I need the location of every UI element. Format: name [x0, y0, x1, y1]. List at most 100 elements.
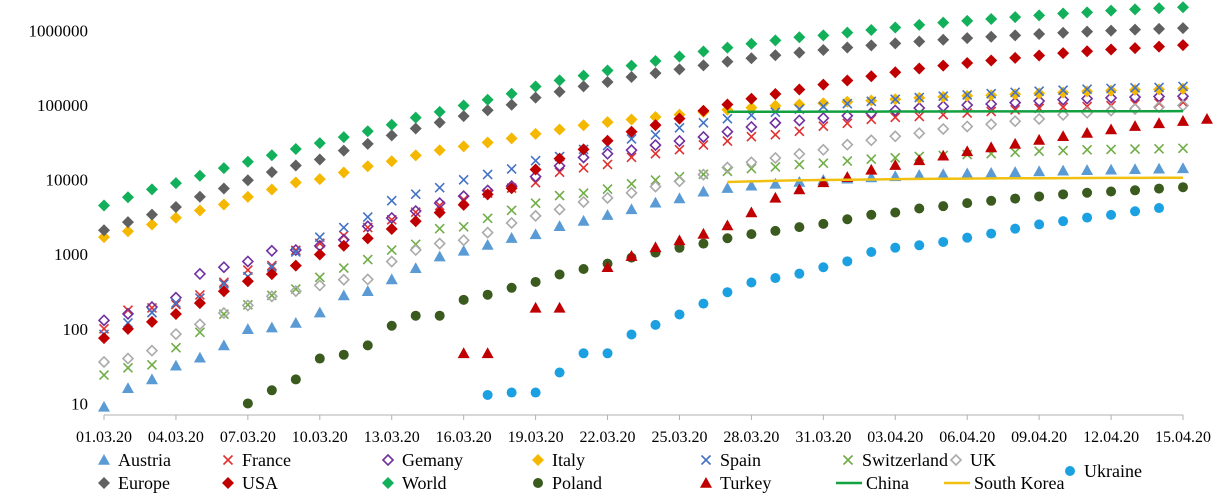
data-point-usa	[481, 188, 494, 201]
data-point-poland	[842, 214, 853, 225]
data-point-austria	[481, 239, 494, 250]
series-poland	[242, 182, 1188, 409]
data-point-europe	[433, 116, 446, 129]
data-point-spain-stroke-b	[962, 89, 973, 100]
series-world	[98, 1, 1189, 212]
legend-item-poland: Poland	[533, 473, 602, 493]
data-point-switzerland	[434, 223, 445, 234]
data-point-switzerland	[1177, 143, 1189, 154]
data-point-usa	[193, 297, 206, 310]
legend-swatch	[533, 478, 543, 488]
data-point-europe	[937, 33, 950, 46]
data-point-austria	[433, 250, 446, 262]
data-point-turkey	[481, 347, 494, 359]
data-point-poland	[1034, 191, 1045, 202]
data-point-spain	[314, 232, 325, 243]
data-point-uk	[241, 299, 254, 312]
data-point-spain	[506, 163, 517, 175]
data-point-usa	[1081, 45, 1094, 58]
data-point-italy	[769, 99, 782, 112]
data-point-spain	[914, 92, 925, 103]
data-point-world	[889, 21, 902, 34]
data-point-europe	[889, 37, 902, 50]
data-point-gemany	[409, 204, 422, 218]
series-usa	[98, 39, 1189, 345]
data-point-poland	[722, 233, 733, 244]
data-point-ukraine	[1058, 216, 1069, 227]
data-point-turkey	[1057, 130, 1070, 142]
x-tick-label: 04.03.20	[148, 429, 204, 446]
x-tick-label: 03.04.20	[867, 429, 923, 446]
legend-swatch-stroke-b	[222, 454, 234, 466]
series-line-south-korea	[727, 176, 1184, 184]
data-point-spain-stroke-b	[218, 278, 229, 290]
x-tick-label: 19.03.20	[508, 429, 564, 446]
data-point-switzerland-stroke-b	[722, 166, 733, 177]
data-point-austria	[409, 262, 422, 274]
data-point-spain-stroke-b	[914, 92, 925, 103]
data-point-france	[842, 118, 853, 129]
data-point-turkey	[745, 206, 758, 218]
data-point-world	[457, 99, 470, 112]
data-point-europe	[865, 39, 878, 52]
data-point-italy	[409, 149, 422, 162]
data-point-switzerland	[602, 184, 613, 195]
data-point-europe	[769, 49, 782, 62]
x-tick-label: 09.04.20	[1011, 429, 1067, 446]
data-point-world	[337, 131, 350, 144]
data-point-uk	[361, 273, 374, 286]
data-point-uk	[433, 237, 446, 250]
data-point-spain-stroke-b	[722, 113, 733, 124]
data-point-switzerland-stroke-b	[98, 370, 110, 381]
data-point-italy	[625, 113, 638, 126]
data-point-europe	[985, 30, 998, 43]
data-point-italy	[98, 231, 110, 244]
legend-swatch	[532, 454, 544, 466]
data-point-europe	[721, 55, 734, 68]
legend-item-switzerland: Switzerland	[842, 450, 948, 470]
data-point-switzerland	[794, 159, 805, 170]
data-point-france	[746, 131, 757, 142]
series-austria	[98, 162, 1189, 412]
legend-label: South Korea	[974, 473, 1064, 493]
data-point-spain	[434, 182, 445, 193]
data-point-ukraine	[746, 277, 757, 288]
data-point-spain	[674, 122, 685, 133]
data-point-poland	[1010, 193, 1021, 204]
data-point-turkey	[601, 261, 614, 273]
data-point-world	[481, 93, 494, 106]
data-point-spain-stroke-b	[338, 222, 349, 233]
data-point-europe	[961, 32, 974, 45]
data-point-switzerland	[890, 152, 901, 163]
data-point-france	[890, 112, 901, 123]
data-point-gemany	[841, 109, 854, 122]
data-point-italy	[169, 211, 182, 224]
data-point-france	[602, 159, 613, 170]
data-point-switzerland	[146, 359, 158, 370]
data-point-uk	[1128, 102, 1142, 116]
data-point-europe	[1177, 22, 1189, 35]
data-point-spain-stroke-b	[362, 212, 373, 223]
legend-item-china: China	[836, 473, 909, 493]
data-point-uk	[649, 180, 662, 193]
x-tick-label: 15.04.20	[1155, 429, 1211, 446]
data-point-poland	[482, 289, 493, 300]
data-point-france-stroke-b	[674, 144, 685, 155]
data-point-world	[961, 14, 974, 27]
legend-label: USA	[242, 473, 278, 493]
data-point-world	[913, 18, 926, 31]
data-point-ukraine	[530, 387, 541, 398]
data-point-switzerland-stroke-b	[578, 188, 589, 199]
data-point-poland	[1106, 186, 1117, 197]
data-point-france-stroke-b	[962, 107, 973, 119]
x-tick-label: 16.03.20	[436, 429, 492, 446]
data-point-uk	[577, 195, 590, 209]
y-axis-ticks: 10 100 1000 10000 100000 1000000	[29, 21, 89, 413]
data-point-turkey	[1033, 133, 1046, 145]
x-tick-label: 06.04.20	[939, 429, 995, 446]
data-point-turkey	[673, 234, 686, 246]
series-italy	[98, 82, 1189, 244]
legend-label: France	[242, 450, 291, 470]
series-europe	[98, 22, 1189, 237]
